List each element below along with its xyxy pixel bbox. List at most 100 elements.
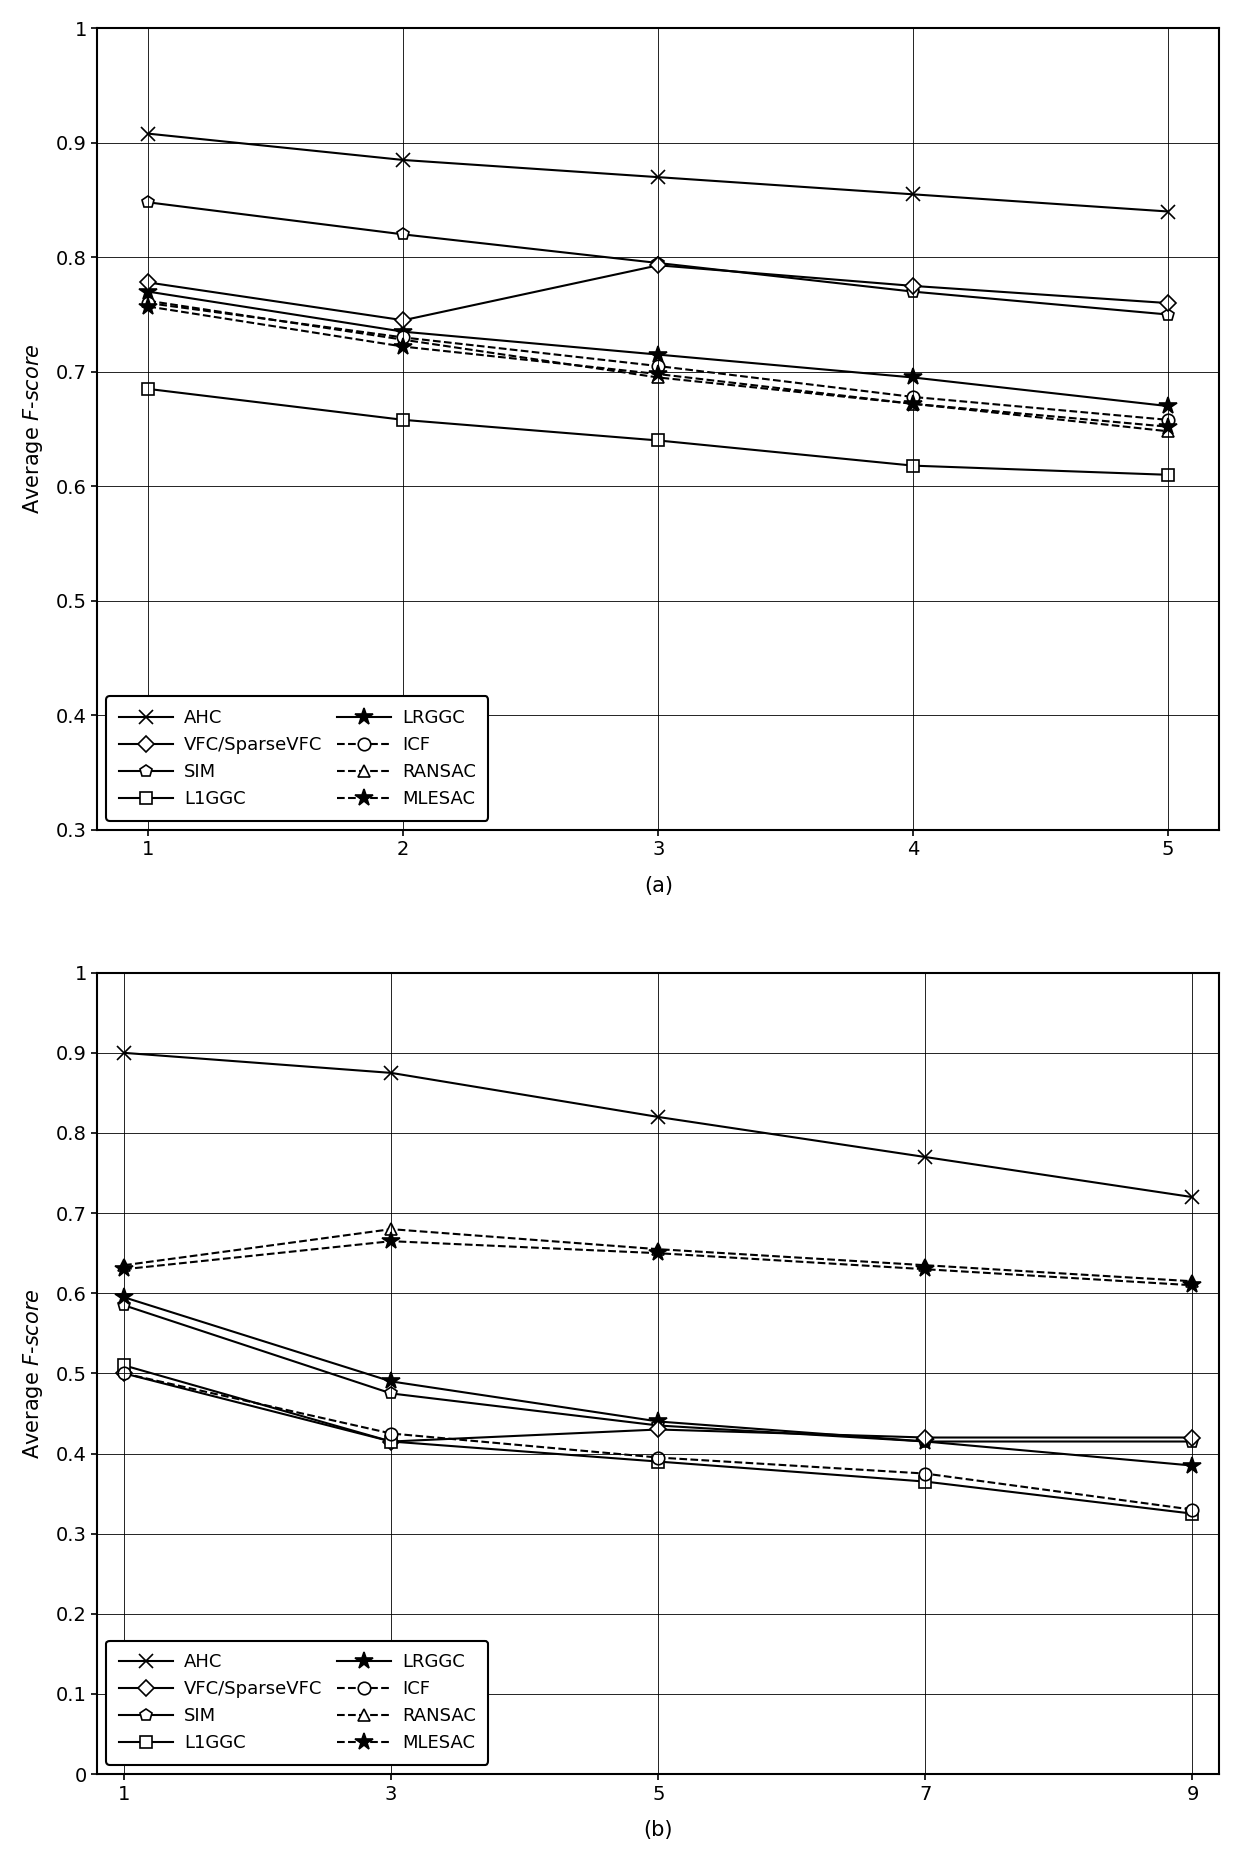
VFC/SparseVFC — [141, 272, 156, 294]
LRGGC — [141, 281, 156, 303]
RANSAC — [1161, 421, 1176, 443]
ICF — [396, 326, 410, 348]
Line: LRGGC: LRGGC — [139, 283, 1177, 415]
Line: SIM: SIM — [143, 195, 1174, 320]
Line: LRGGC: LRGGC — [115, 1288, 1202, 1474]
SIM — [1185, 1431, 1200, 1453]
RANSAC — [651, 367, 666, 389]
LRGGC — [905, 367, 920, 389]
ICF — [651, 1446, 666, 1468]
MLESAC — [383, 1230, 398, 1252]
MLESAC — [651, 1241, 666, 1264]
ICF — [1185, 1498, 1200, 1520]
Legend: AHC, VFC/SparseVFC, SIM, L1GGC, LRGGC, ICF, RANSAC, MLESAC: AHC, VFC/SparseVFC, SIM, L1GGC, LRGGC, I… — [107, 696, 489, 821]
MLESAC — [651, 363, 666, 385]
L1GGC — [651, 430, 666, 452]
Line: MLESAC: MLESAC — [115, 1232, 1202, 1293]
SIM — [905, 281, 920, 303]
AHC — [905, 182, 920, 205]
Line: RANSAC: RANSAC — [143, 296, 1174, 437]
Y-axis label: Average $\mathit{F}$-$\mathit{score}$: Average $\mathit{F}$-$\mathit{score}$ — [21, 1288, 45, 1459]
L1GGC — [1161, 463, 1176, 486]
MLESAC — [1161, 415, 1176, 437]
ICF — [1161, 409, 1176, 432]
VFC/SparseVFC — [918, 1426, 932, 1448]
Line: ICF: ICF — [118, 1368, 1199, 1517]
MLESAC — [117, 1258, 131, 1280]
AHC — [141, 123, 156, 145]
SIM — [383, 1383, 398, 1405]
SIM — [1161, 303, 1176, 326]
SIM — [918, 1431, 932, 1453]
VFC/SparseVFC — [651, 1418, 666, 1440]
VFC/SparseVFC — [396, 309, 410, 331]
MLESAC — [905, 393, 920, 415]
ICF — [117, 1362, 131, 1385]
AHC — [1161, 201, 1176, 223]
RANSAC — [651, 1238, 666, 1260]
LRGGC — [1185, 1455, 1200, 1478]
ICF — [905, 385, 920, 408]
SIM — [141, 192, 156, 214]
L1GGC — [141, 378, 156, 400]
LRGGC — [117, 1286, 131, 1308]
AHC — [383, 1063, 398, 1085]
VFC/SparseVFC — [651, 255, 666, 277]
MLESAC — [141, 296, 156, 318]
Line: AHC: AHC — [117, 1046, 1199, 1204]
Line: MLESAC: MLESAC — [139, 298, 1177, 435]
SIM — [651, 1414, 666, 1437]
Line: L1GGC: L1GGC — [143, 383, 1174, 480]
ICF — [141, 292, 156, 315]
Line: VFC/SparseVFC: VFC/SparseVFC — [119, 1368, 1198, 1448]
RANSAC — [117, 1254, 131, 1277]
RANSAC — [383, 1217, 398, 1239]
X-axis label: (a): (a) — [644, 877, 673, 895]
L1GGC — [396, 409, 410, 432]
AHC — [1185, 1185, 1200, 1208]
Legend: AHC, VFC/SparseVFC, SIM, L1GGC, LRGGC, ICF, RANSAC, MLESAC: AHC, VFC/SparseVFC, SIM, L1GGC, LRGGC, I… — [107, 1641, 489, 1764]
LRGGC — [396, 320, 410, 342]
VFC/SparseVFC — [905, 275, 920, 298]
Line: L1GGC: L1GGC — [119, 1360, 1198, 1519]
L1GGC — [651, 1450, 666, 1472]
SIM — [396, 223, 410, 246]
LRGGC — [651, 1411, 666, 1433]
L1GGC — [383, 1431, 398, 1453]
AHC — [651, 166, 666, 188]
X-axis label: (b): (b) — [644, 1820, 673, 1841]
LRGGC — [918, 1431, 932, 1453]
L1GGC — [117, 1355, 131, 1377]
MLESAC — [918, 1258, 932, 1280]
L1GGC — [918, 1470, 932, 1493]
MLESAC — [396, 335, 410, 357]
VFC/SparseVFC — [117, 1362, 131, 1385]
ICF — [918, 1463, 932, 1485]
VFC/SparseVFC — [1161, 292, 1176, 315]
Line: SIM: SIM — [118, 1299, 1199, 1448]
Line: RANSAC: RANSAC — [119, 1223, 1198, 1286]
Line: ICF: ICF — [143, 298, 1174, 426]
VFC/SparseVFC — [1185, 1426, 1200, 1448]
ICF — [383, 1422, 398, 1444]
VFC/SparseVFC — [383, 1431, 398, 1453]
AHC — [651, 1105, 666, 1128]
Y-axis label: Average $\mathit{F}$-$\mathit{score}$: Average $\mathit{F}$-$\mathit{score}$ — [21, 344, 45, 514]
RANSAC — [918, 1254, 932, 1277]
LRGGC — [1161, 395, 1176, 417]
AHC — [918, 1146, 932, 1169]
LRGGC — [383, 1370, 398, 1392]
SIM — [117, 1293, 131, 1316]
RANSAC — [396, 329, 410, 352]
AHC — [117, 1042, 131, 1064]
ICF — [651, 355, 666, 378]
AHC — [396, 149, 410, 171]
MLESAC — [1185, 1275, 1200, 1297]
RANSAC — [1185, 1269, 1200, 1292]
L1GGC — [905, 454, 920, 476]
RANSAC — [905, 393, 920, 415]
RANSAC — [141, 290, 156, 313]
Line: AHC: AHC — [141, 127, 1176, 218]
SIM — [651, 251, 666, 274]
L1GGC — [1185, 1502, 1200, 1524]
